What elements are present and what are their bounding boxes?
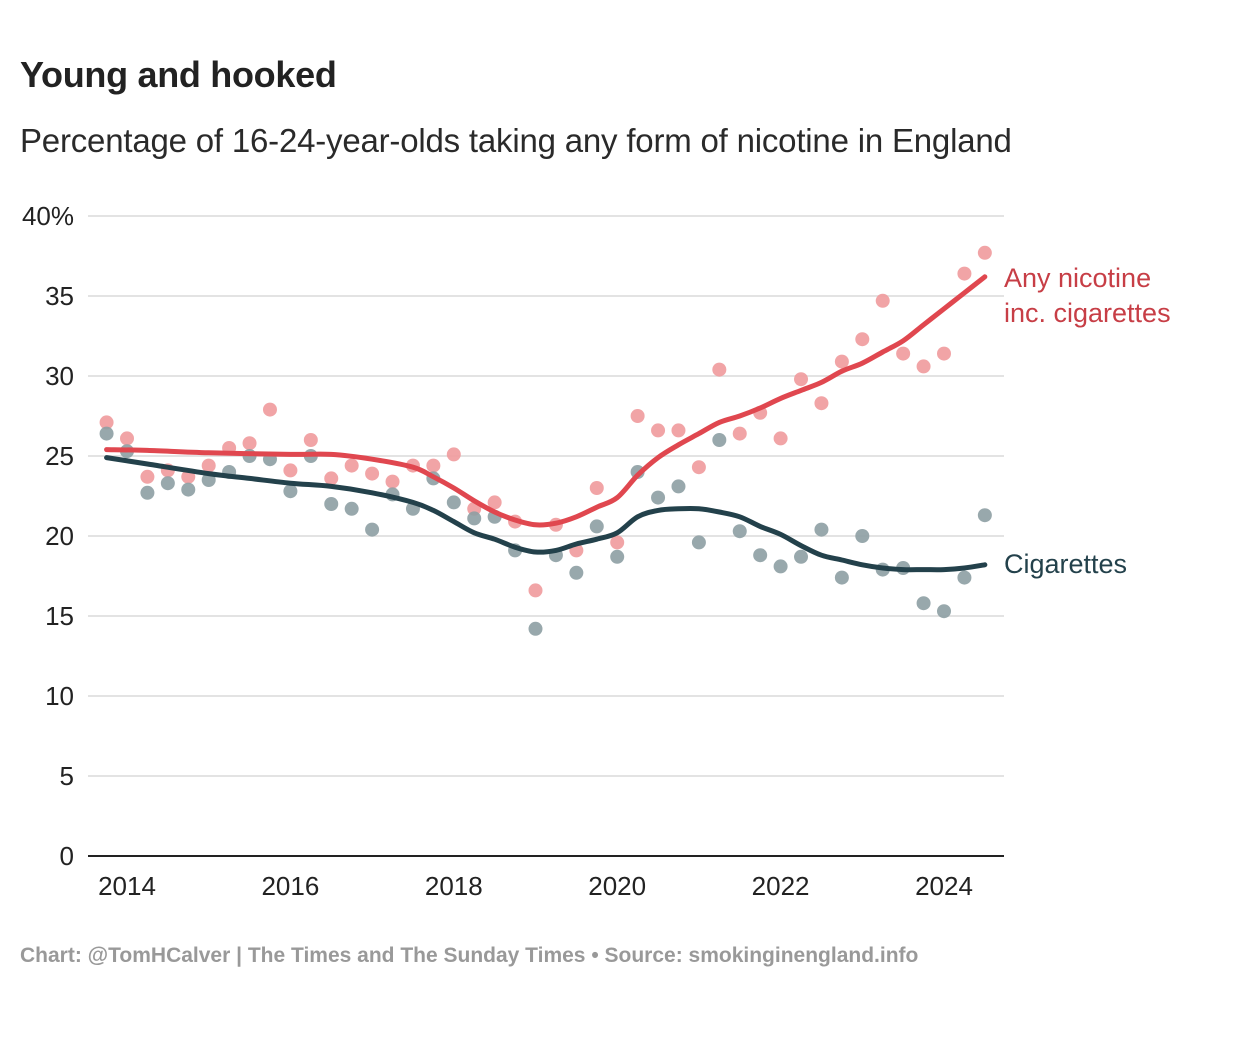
data-point-any-nicotine: [365, 466, 380, 481]
data-point-cigarettes: [283, 484, 298, 499]
y-tick-label: 30: [45, 361, 74, 391]
data-point-any-nicotine: [957, 266, 972, 281]
x-tick-label: 2018: [425, 871, 483, 901]
chart-title: Young and hooked: [20, 54, 337, 95]
data-point-any-nicotine: [855, 332, 870, 347]
data-point-any-nicotine: [773, 431, 788, 446]
data-point-cigarettes: [528, 621, 543, 636]
data-point-cigarettes: [916, 596, 931, 611]
series-labels: Any nicotine inc. cigarettes Cigarettes: [1004, 263, 1171, 579]
data-point-any-nicotine: [426, 458, 441, 473]
y-tick-label: 10: [45, 681, 74, 711]
y-tick-label: 0: [60, 841, 74, 871]
y-tick-label: 25: [45, 441, 74, 471]
gridlines: [88, 215, 1004, 777]
x-tick-label: 2020: [588, 871, 646, 901]
series-label-any-nicotine: inc. cigarettes: [1004, 298, 1171, 328]
data-point-cigarettes: [712, 433, 727, 447]
data-point-any-nicotine: [589, 481, 604, 495]
data-point-cigarettes: [753, 548, 768, 563]
chart-subtitle: Percentage of 16-24-year-olds taking any…: [20, 122, 1012, 159]
data-point-any-nicotine: [303, 433, 318, 447]
series-label-cigarettes: Cigarettes: [1004, 549, 1127, 579]
data-point-any-nicotine: [896, 346, 911, 361]
data-point-cigarettes: [814, 522, 829, 537]
data-point-cigarettes: [324, 497, 339, 511]
data-point-cigarettes: [855, 529, 870, 543]
data-point-any-nicotine: [977, 245, 992, 260]
data-point-any-nicotine: [651, 423, 666, 438]
trend-lines: [104, 274, 988, 573]
x-tick-label: 2022: [752, 871, 810, 901]
data-point-cigarettes: [569, 565, 584, 580]
data-point-any-nicotine: [344, 458, 359, 473]
data-point-any-nicotine: [283, 463, 298, 478]
data-point-any-nicotine: [794, 372, 809, 387]
data-point-any-nicotine: [120, 431, 134, 446]
data-point-cigarettes: [365, 522, 380, 537]
chart-credit-source: Chart: @TomHCalver | The Times and The S…: [20, 944, 919, 967]
data-point-cigarettes: [651, 490, 666, 505]
data-point-any-nicotine: [262, 402, 277, 417]
data-point-any-nicotine: [875, 293, 890, 308]
data-point-cigarettes: [610, 549, 625, 564]
data-point-any-nicotine: [732, 426, 747, 441]
data-point-any-nicotine: [201, 458, 216, 473]
data-point-cigarettes: [160, 476, 175, 491]
y-tick-label: 40%: [22, 201, 74, 231]
data-point-cigarettes: [671, 479, 686, 494]
data-point-cigarettes: [446, 495, 461, 510]
data-point-any-nicotine: [99, 415, 114, 430]
x-tick-label: 2014: [98, 871, 156, 901]
x-axis-tick-labels: 2014 2016 2018 2020 2022 2024: [98, 871, 973, 901]
data-point-cigarettes: [140, 485, 155, 500]
trend-line-any-nicotine: [104, 274, 988, 528]
data-point-cigarettes: [99, 426, 114, 441]
data-point-cigarettes: [957, 570, 972, 585]
data-point-any-nicotine: [671, 423, 686, 438]
data-point-any-nicotine: [630, 409, 645, 423]
data-point-any-nicotine: [937, 346, 951, 361]
y-tick-label: 15: [45, 601, 74, 631]
data-point-any-nicotine: [385, 474, 400, 489]
data-point-any-nicotine: [242, 436, 257, 451]
y-tick-label: 5: [60, 761, 74, 791]
data-point-cigarettes: [732, 524, 747, 539]
data-point-any-nicotine: [834, 354, 849, 369]
data-point-cigarettes: [834, 570, 849, 585]
data-point-any-nicotine: [691, 460, 706, 475]
data-point-any-nicotine: [528, 583, 543, 598]
data-point-any-nicotine: [487, 495, 502, 510]
y-tick-label: 35: [45, 281, 74, 311]
data-point-any-nicotine: [324, 471, 339, 486]
data-point-cigarettes: [794, 549, 809, 564]
data-point-any-nicotine: [140, 469, 155, 484]
data-point-cigarettes: [181, 482, 196, 497]
data-point-cigarettes: [344, 501, 359, 516]
data-point-cigarettes: [937, 604, 951, 619]
data-point-any-nicotine: [712, 362, 727, 377]
data-point-any-nicotine: [446, 447, 461, 462]
data-point-cigarettes: [773, 559, 788, 574]
x-tick-label: 2016: [261, 871, 319, 901]
data-point-cigarettes: [467, 511, 482, 526]
data-point-cigarettes: [589, 519, 604, 534]
scatter-points: [99, 245, 992, 636]
data-point-cigarettes: [977, 508, 992, 523]
trend-line-cigarettes: [104, 455, 988, 573]
series-label-any-nicotine: Any nicotine: [1004, 263, 1151, 293]
data-point-cigarettes: [691, 535, 706, 550]
data-point-any-nicotine: [814, 396, 829, 411]
x-tick-label: 2024: [915, 871, 973, 901]
y-tick-label: 20: [45, 521, 74, 551]
y-axis-tick-labels: 0 5 10 15 20 25 30 35 40%: [22, 201, 74, 871]
data-point-any-nicotine: [610, 535, 625, 550]
data-point-any-nicotine: [916, 359, 931, 374]
